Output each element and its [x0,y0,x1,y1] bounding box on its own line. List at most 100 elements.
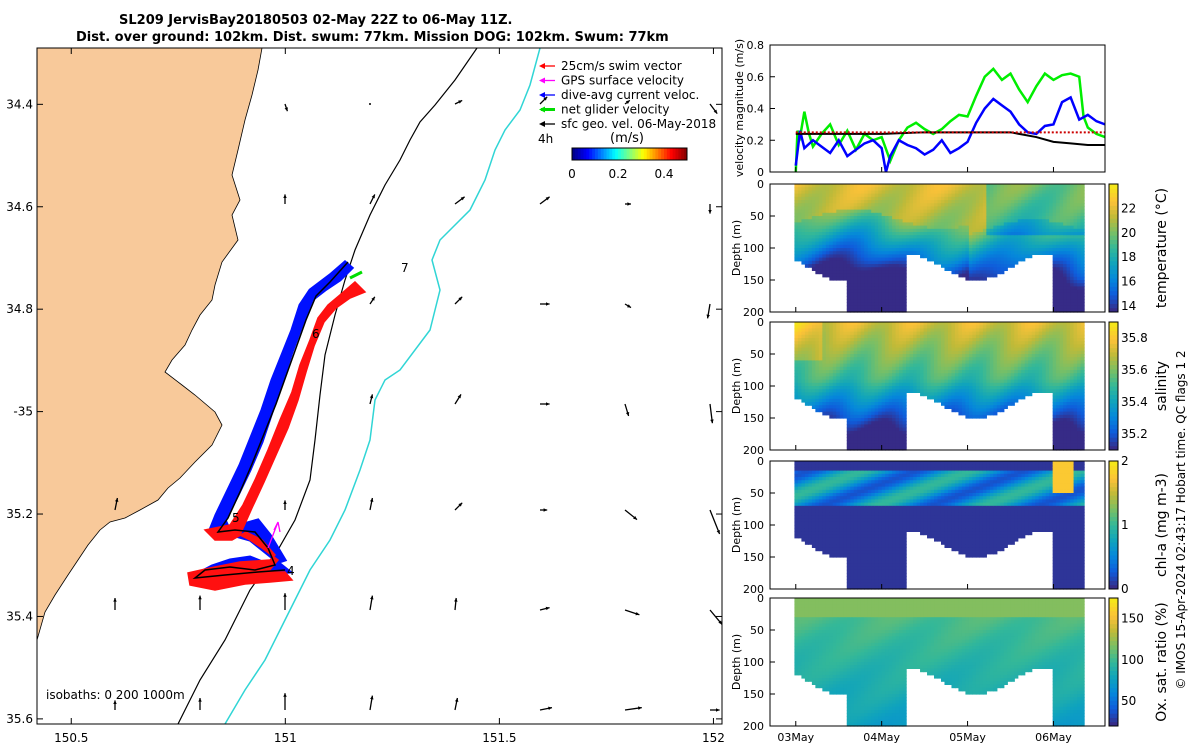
heatmap-cell [1017,331,1022,336]
heatmap-cell [797,373,803,377]
heatmap-cell [1021,370,1026,374]
geo-velocity-arrowhead [635,612,640,616]
heatmap-cell [829,328,834,333]
heatmap-cell [930,206,935,211]
heatmap-cell [993,244,998,249]
heatmap-cell [968,360,973,365]
heatmap-cell [1073,308,1078,313]
heatmap-cell [899,354,904,358]
heatmap-cell [860,302,865,307]
heatmap-cell [808,193,813,198]
heatmap-cell [829,411,834,416]
heatmap-cell [940,206,946,211]
heatmap-cell [895,222,900,227]
heatmap-cell [940,354,946,358]
heatmap-cell [801,389,806,393]
heatmap-cell [961,392,967,397]
heatmap-cell [881,386,886,390]
heatmap-cell [878,257,883,262]
heatmap-cell [1070,251,1075,255]
heatmap-cell [881,434,886,438]
heatmap-cell [818,206,823,211]
heatmap-cell [895,328,900,333]
heatmap-cell [832,334,837,339]
heatmap-cell [947,389,953,393]
heatmap-cell [958,360,963,365]
heatmap-cell [1010,398,1015,403]
heatmap-cell [1073,280,1078,284]
heatmap-cell [804,386,809,390]
heatmap-cell [1052,212,1057,217]
heatmap-cell [972,254,977,259]
heatmap-cell [982,354,987,358]
heatmap-cell [899,440,904,445]
heatmap-cell [965,219,970,223]
heatmap-cell [871,347,876,352]
heatmap-cell [937,196,942,201]
heatmap-cell [996,373,1001,377]
geo-velocity-arrowhead [633,515,637,520]
heatmap-cell [899,251,904,255]
heatmap-cell [989,232,994,236]
heatmap-cell [815,216,820,220]
heatmap-cell [1017,232,1022,236]
heatmap-cell [874,405,879,409]
heatmap-cell [954,244,960,249]
heatmap-cell [986,395,991,400]
heatmap-cell [1010,216,1015,220]
heatmap-cell [871,443,876,448]
heatmap-cell [1038,244,1043,249]
heatmap-cell [857,357,862,361]
heatmap-cell [1014,344,1019,349]
heatmap-cell [920,241,925,246]
heatmap-cell [892,200,897,204]
heatmap-cell [825,251,830,255]
heatmap-cell [1035,386,1040,390]
heatmap-cell [881,325,886,329]
heatmap-cell [878,379,883,384]
heatmap-cell [1035,325,1040,329]
heatmap-cell [1073,206,1078,211]
heatmap-cell [871,424,876,429]
heatmap-cell [1003,341,1008,345]
heatmap-cell [1073,225,1078,230]
heatmap-cell [846,421,851,425]
heatmap-cell [906,193,911,198]
heatmap-cell [867,430,872,435]
heatmap-cell [1003,206,1008,211]
heatmap-cell [899,270,904,275]
legend-label: dive-avg current veloc. [561,88,699,102]
heatmap-cell [839,331,844,336]
heatmap-cell [1028,338,1033,342]
heatmap-cell [968,276,973,281]
heatmap-cell [947,402,953,406]
heatmap-cell [794,241,799,246]
heatmap-cell [1038,200,1043,204]
heatmap-cell [892,228,897,233]
heatmap-cell [1063,296,1068,300]
heatmap-cell [940,331,946,336]
heatmap-cell [1014,203,1019,207]
heatmap-cell [853,402,858,406]
heatmap-cell [811,373,816,377]
colorbar-segment [649,148,653,160]
heatmap-cell [857,411,862,416]
heatmap-cell [1059,241,1064,246]
heatmap-cell [797,187,803,191]
heatmap-cell [937,354,942,358]
heatmap-cell [1073,184,1078,188]
heatmap-cell [892,296,897,300]
heatmap-cell [982,206,987,211]
heatmap-cell [888,267,893,271]
heatmap-cell [892,241,897,246]
heatmap-cell [836,276,841,281]
heatmap-cell [947,187,953,191]
colorbar-segment [1109,286,1118,292]
heatmap-cell [986,248,991,252]
heatmap-cell [815,347,820,352]
heatmap-cell [996,196,1001,201]
heatmap-cell [1007,216,1012,220]
heatmap-cell [815,338,820,342]
heatmap-cell [885,373,890,377]
